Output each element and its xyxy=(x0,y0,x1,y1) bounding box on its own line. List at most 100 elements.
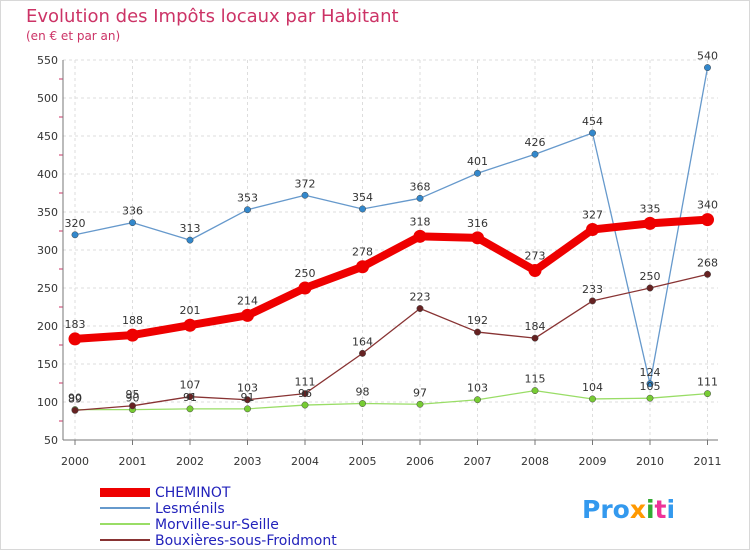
y-tick-label-400: 400 xyxy=(37,168,58,181)
point-bouxi-res-sous-froidmont-2011 xyxy=(704,270,711,278)
point-lesm-nils-2007 xyxy=(474,169,481,177)
point-cheminot-2006 xyxy=(413,229,427,243)
point-cheminot-2002 xyxy=(183,318,197,332)
point-cheminot-2000 xyxy=(68,332,82,346)
data-label-cheminot-2011: 340 xyxy=(697,199,718,212)
data-label-lesm-nils-2001: 336 xyxy=(122,205,143,218)
data-label-cheminot-2001: 188 xyxy=(122,314,143,327)
x-tick-label-2005: 2005 xyxy=(349,455,377,468)
data-label-bouxi-res-sous-froidmont-2001: 95 xyxy=(126,388,140,401)
data-label-cheminot-2000: 183 xyxy=(65,318,86,331)
data-label-bouxi-res-sous-froidmont-2000: 89 xyxy=(68,392,82,405)
x-tick-label-2010: 2010 xyxy=(636,455,664,468)
chart-title: Evolution des Impôts locaux par Habitant xyxy=(26,6,399,27)
point-morville-sur-seille-2009 xyxy=(589,395,596,403)
x-tick-label-2001: 2001 xyxy=(119,455,147,468)
legend-label-lesmenils: Lesménils xyxy=(155,501,225,517)
data-label-cheminot-2006: 318 xyxy=(410,215,431,228)
series-line-morville-sur-seille xyxy=(75,389,708,411)
x-tick-label-2011: 2011 xyxy=(694,455,722,468)
data-label-cheminot-2009: 327 xyxy=(582,208,603,221)
point-cheminot-2008 xyxy=(528,264,542,278)
y-tick-label-150: 150 xyxy=(37,358,58,371)
point-cheminot-2001 xyxy=(126,328,139,342)
y-tick-label-200: 200 xyxy=(37,320,58,333)
series-layer xyxy=(68,64,714,414)
chart-subtitle: (en € et par an) xyxy=(26,29,120,43)
y-tick-label-50: 50 xyxy=(44,434,58,447)
point-bouxi-res-sous-froidmont-2002 xyxy=(186,393,194,401)
x-tick-label-2000: 2000 xyxy=(61,455,89,468)
y-tick-label-100: 100 xyxy=(37,396,58,409)
point-lesm-nils-2011 xyxy=(704,64,711,72)
point-cheminot-2011 xyxy=(701,213,714,227)
data-label-bouxi-res-sous-froidmont-2008: 184 xyxy=(525,320,546,333)
x-tick-label-2003: 2003 xyxy=(234,455,262,468)
data-label-cheminot-2004: 250 xyxy=(295,267,316,280)
y-tick-label-250: 250 xyxy=(37,282,58,295)
legend: CHEMINOT Lesménils Morville-sur-Seille B… xyxy=(100,485,337,549)
data-label-morville-sur-seille-2006: 97 xyxy=(413,386,427,399)
point-lesm-nils-2009 xyxy=(589,129,596,137)
point-lesm-nils-2001 xyxy=(129,219,136,227)
y-tick-label-550: 550 xyxy=(37,54,58,67)
point-cheminot-2005 xyxy=(356,260,369,274)
point-morville-sur-seille-2003 xyxy=(244,405,251,413)
data-label-lesm-nils-2008: 426 xyxy=(525,136,546,149)
data-label-bouxi-res-sous-froidmont-2003: 103 xyxy=(237,382,258,395)
data-label-lesm-nils-2009: 454 xyxy=(582,115,603,128)
x-tick-label-2008: 2008 xyxy=(521,455,549,468)
legend-label-cheminot: CHEMINOT xyxy=(155,485,231,501)
proxiti-logo: Proxiti xyxy=(582,495,675,524)
data-label-morville-sur-seille-2010: 105 xyxy=(640,380,661,393)
point-morville-sur-seille-2007 xyxy=(474,396,481,404)
data-label-bouxi-res-sous-froidmont-2005: 164 xyxy=(352,335,373,348)
data-label-morville-sur-seille-2002: 91 xyxy=(183,391,197,404)
point-bouxi-res-sous-froidmont-2008 xyxy=(531,334,539,342)
data-label-morville-sur-seille-2001: 90 xyxy=(126,392,140,405)
data-label-cheminot-2008: 273 xyxy=(525,250,546,263)
data-label-bouxi-res-sous-froidmont-2002: 107 xyxy=(180,379,201,392)
x-tick-label-2006: 2006 xyxy=(406,455,434,468)
x-tick-label-2004: 2004 xyxy=(291,455,319,468)
point-bouxi-res-sous-froidmont-2007 xyxy=(474,328,481,336)
y-tick-label-450: 450 xyxy=(37,130,58,143)
series-line-bouxi-res-sous-froidmont xyxy=(74,273,708,412)
x-tick-label-2009: 2009 xyxy=(579,455,607,468)
point-lesm-nils-2005 xyxy=(359,205,366,213)
data-label-bouxi-res-sous-froidmont-2004: 111 xyxy=(295,376,316,389)
point-bouxi-res-sous-froidmont-2001 xyxy=(129,402,136,410)
point-cheminot-2007 xyxy=(471,231,484,245)
point-cheminot-2009 xyxy=(586,222,599,236)
data-label-bouxi-res-sous-froidmont-2011: 268 xyxy=(697,256,718,269)
y-tick-label-350: 350 xyxy=(37,206,58,219)
point-lesm-nils-2006 xyxy=(416,194,424,202)
x-tick-label-2002: 2002 xyxy=(176,455,204,468)
point-lesm-nils-2000 xyxy=(71,231,79,239)
point-bouxi-res-sous-froidmont-2004 xyxy=(301,390,309,398)
data-label-morville-sur-seille-2000: 90 xyxy=(68,392,82,405)
point-morville-sur-seille-2008 xyxy=(531,387,539,395)
data-label-bouxi-res-sous-froidmont-2010: 250 xyxy=(640,270,661,283)
data-label-lesm-nils-2004: 372 xyxy=(295,177,316,190)
point-morville-sur-seille-2010 xyxy=(646,394,654,402)
data-label-lesm-nils-2000: 320 xyxy=(65,217,86,230)
point-lesm-nils-2004 xyxy=(301,191,309,199)
data-label-cheminot-2007: 316 xyxy=(467,217,488,230)
data-label-bouxi-res-sous-froidmont-2007: 192 xyxy=(467,314,488,327)
point-lesm-nils-2010 xyxy=(646,380,654,388)
data-label-lesm-nils-2002: 313 xyxy=(180,222,201,235)
data-label-lesm-nils-2010: 124 xyxy=(640,366,661,379)
data-labels: 320 336 313 353 372 354 368 401 426 454 124 540 90 90… xyxy=(65,50,719,406)
data-label-cheminot-2010: 335 xyxy=(640,202,661,215)
point-bouxi-res-sous-froidmont-2010 xyxy=(646,284,654,292)
data-label-lesm-nils-2003: 353 xyxy=(237,192,258,205)
data-label-cheminot-2003: 214 xyxy=(237,294,258,307)
point-morville-sur-seille-2005 xyxy=(359,400,366,407)
data-label-morville-sur-seille-2004: 96 xyxy=(298,387,312,400)
point-morville-sur-seille-2006 xyxy=(416,400,424,408)
data-label-bouxi-res-sous-froidmont-2009: 233 xyxy=(582,283,603,296)
legend-swatch-cheminot xyxy=(100,488,150,497)
legend-label-bouxieres: Bouxières-sous-Froidmont xyxy=(155,533,337,549)
